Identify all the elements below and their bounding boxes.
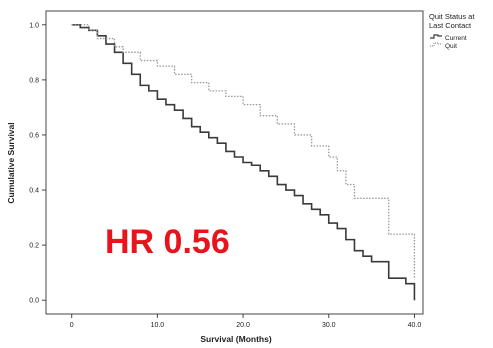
legend-current-swatch (430, 34, 442, 39)
x-tick-label: 40.0 (408, 322, 422, 329)
y-tick-label: 0.2 (29, 243, 39, 250)
series-quit-line (71, 24, 416, 279)
legend-title-line-1: Quit Status at (429, 12, 475, 21)
y-tick-label: 0.4 (29, 188, 39, 195)
legend-quit-swatch (430, 42, 442, 47)
series-current-line (71, 23, 416, 301)
x-axis-label: Survival (Months) (200, 334, 271, 344)
x-tick-label: 30.0 (322, 322, 336, 329)
axis-ticks: 0 10.0 20.0 30.0 40.0 0.0 0.2 0.4 0.6 0.8 1.0 (29, 22, 421, 329)
hr-annotation: HR 0.56 (105, 223, 230, 261)
legend-title-line-2: Last Contact (429, 21, 472, 30)
y-tick-label: 0.8 (29, 77, 39, 84)
x-tick-label: 10.0 (151, 322, 165, 329)
legend-quit-label: Quit (445, 43, 457, 50)
y-axis-label: Cumulative Survival (6, 122, 16, 203)
x-tick-label: 0 (70, 322, 74, 329)
legend: Quit Status at Last Contact Current Quit (429, 12, 475, 50)
y-tick-label: 1.0 (29, 22, 39, 29)
legend-current-label: Current (445, 35, 467, 42)
x-tick-label: 20.0 (236, 322, 250, 329)
survival-curves (71, 23, 416, 301)
plot-area (45, 10, 424, 315)
y-tick-label: 0.6 (29, 132, 39, 139)
y-tick-label: 0.0 (29, 298, 39, 305)
